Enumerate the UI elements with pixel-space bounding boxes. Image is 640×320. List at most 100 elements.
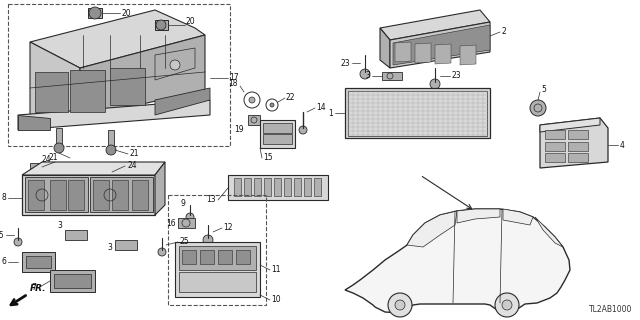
Polygon shape — [155, 20, 168, 30]
Text: 10: 10 — [271, 294, 280, 303]
Bar — [228, 175, 328, 200]
Text: 24: 24 — [127, 161, 136, 170]
Text: 22: 22 — [286, 92, 296, 101]
Bar — [314, 178, 321, 196]
Bar — [26, 256, 51, 268]
Bar — [260, 120, 295, 148]
Bar — [304, 178, 311, 196]
Polygon shape — [345, 88, 490, 138]
Bar — [568, 130, 588, 139]
Circle shape — [270, 103, 274, 107]
Bar — [8, 4, 230, 146]
Polygon shape — [68, 180, 84, 210]
Text: 18: 18 — [228, 79, 238, 89]
Circle shape — [54, 143, 64, 153]
Text: 24: 24 — [42, 155, 52, 164]
Bar — [218, 250, 232, 264]
Circle shape — [430, 79, 440, 89]
Circle shape — [14, 238, 22, 246]
Bar — [254, 178, 261, 196]
Polygon shape — [393, 25, 490, 65]
Polygon shape — [535, 217, 563, 247]
Polygon shape — [108, 130, 114, 148]
Bar — [382, 72, 402, 80]
Polygon shape — [155, 88, 210, 115]
Polygon shape — [93, 180, 109, 210]
Polygon shape — [50, 180, 66, 210]
Bar — [200, 250, 214, 264]
Circle shape — [388, 293, 412, 317]
Polygon shape — [28, 180, 44, 210]
Text: 8: 8 — [1, 194, 6, 203]
Circle shape — [395, 300, 405, 310]
Bar — [65, 230, 87, 240]
Text: 11: 11 — [271, 265, 280, 274]
Polygon shape — [415, 43, 431, 63]
Circle shape — [106, 145, 116, 155]
Text: 23: 23 — [452, 70, 461, 79]
Text: 15: 15 — [263, 154, 273, 163]
Text: 16: 16 — [166, 219, 176, 228]
Bar — [175, 242, 260, 297]
Bar — [179, 246, 256, 270]
Polygon shape — [345, 209, 570, 313]
Polygon shape — [435, 44, 451, 64]
Polygon shape — [70, 70, 105, 112]
Polygon shape — [50, 270, 95, 292]
Circle shape — [170, 60, 180, 70]
Polygon shape — [460, 45, 476, 65]
Polygon shape — [380, 10, 490, 40]
Text: 3: 3 — [57, 221, 62, 230]
Bar — [263, 134, 292, 144]
Text: 21: 21 — [130, 148, 140, 157]
Text: 2: 2 — [502, 27, 507, 36]
Polygon shape — [112, 180, 128, 210]
Circle shape — [203, 235, 213, 245]
Polygon shape — [88, 8, 102, 18]
Bar — [348, 91, 487, 136]
Text: 12: 12 — [223, 222, 232, 231]
Polygon shape — [457, 209, 500, 223]
Circle shape — [360, 69, 370, 79]
Text: 14: 14 — [316, 102, 326, 111]
Polygon shape — [18, 115, 50, 130]
Polygon shape — [30, 163, 42, 172]
Text: 9: 9 — [180, 198, 185, 207]
Bar — [234, 178, 241, 196]
Text: 3: 3 — [107, 244, 112, 252]
Polygon shape — [540, 118, 608, 168]
Text: 19: 19 — [234, 125, 244, 134]
Bar — [294, 178, 301, 196]
Text: 3: 3 — [365, 71, 370, 81]
Bar — [236, 250, 250, 264]
Polygon shape — [18, 100, 210, 130]
Circle shape — [249, 97, 255, 103]
Polygon shape — [390, 22, 490, 68]
Text: 25: 25 — [180, 236, 189, 245]
Bar — [263, 123, 292, 133]
Text: 20: 20 — [186, 18, 196, 27]
Text: 23: 23 — [340, 59, 350, 68]
Text: 17: 17 — [229, 74, 239, 83]
Circle shape — [158, 248, 166, 256]
Polygon shape — [132, 180, 148, 210]
Polygon shape — [22, 175, 155, 215]
Bar — [274, 178, 281, 196]
Bar — [54, 274, 91, 288]
Circle shape — [89, 7, 101, 19]
Bar — [179, 272, 256, 292]
Text: 21: 21 — [49, 154, 58, 163]
Polygon shape — [248, 115, 260, 125]
Polygon shape — [155, 48, 195, 80]
Bar — [284, 178, 291, 196]
Circle shape — [502, 300, 512, 310]
Bar — [545, 142, 565, 151]
Circle shape — [156, 20, 166, 30]
Text: 25: 25 — [0, 230, 4, 239]
Bar — [545, 153, 565, 162]
Polygon shape — [22, 162, 165, 175]
Circle shape — [186, 213, 194, 221]
Bar — [264, 178, 271, 196]
Text: 1: 1 — [328, 108, 333, 117]
Bar — [244, 178, 251, 196]
